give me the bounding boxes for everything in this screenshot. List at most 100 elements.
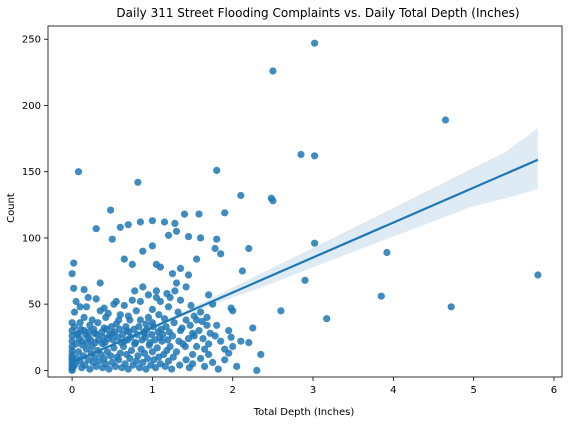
x-tick-label: 0: [69, 385, 75, 396]
data-point: [205, 350, 213, 359]
data-point: [197, 354, 205, 363]
data-point: [213, 166, 221, 174]
x-axis-label: Total Depth (Inches): [253, 407, 355, 418]
data-point: [70, 259, 78, 267]
data-point: [311, 239, 319, 247]
data-point: [124, 365, 132, 373]
x-tick-label: 3: [310, 385, 316, 396]
data-point: [135, 323, 143, 331]
data-point: [176, 296, 185, 304]
data-point: [225, 327, 233, 335]
data-point: [164, 357, 173, 365]
x-tick-label: 6: [551, 385, 557, 396]
data-point: [124, 312, 132, 320]
data-point: [172, 227, 181, 235]
data-point: [203, 313, 211, 321]
data-point: [323, 315, 331, 323]
data-point: [383, 248, 391, 257]
data-point: [237, 191, 245, 200]
data-point: [195, 327, 203, 335]
data-point: [141, 333, 149, 341]
data-point: [152, 287, 160, 295]
data-point: [120, 301, 128, 310]
data-point: [197, 308, 205, 316]
data-point: [127, 346, 136, 355]
data-point: [187, 301, 195, 310]
data-point: [144, 313, 152, 321]
data-point: [132, 307, 140, 315]
data-point: [165, 328, 173, 336]
data-point: [124, 221, 132, 229]
data-point: [184, 233, 193, 241]
data-point: [170, 319, 178, 327]
data-point: [233, 362, 241, 370]
data-point: [156, 263, 164, 271]
data-point: [301, 276, 309, 284]
data-point: [91, 353, 99, 361]
data-point: [144, 291, 152, 299]
x-tick-label: 2: [230, 385, 236, 396]
data-point: [142, 365, 150, 373]
data-point: [201, 362, 209, 370]
data-point: [121, 360, 129, 368]
data-point: [152, 364, 160, 372]
data-point: [115, 356, 123, 364]
data-point: [68, 337, 76, 345]
data-point: [92, 295, 100, 303]
data-point: [311, 152, 319, 160]
data-point: [189, 350, 197, 359]
y-tick-label: 100: [22, 233, 41, 244]
data-point: [136, 364, 144, 372]
data-point: [245, 339, 253, 347]
data-point: [111, 362, 120, 370]
data-point: [100, 304, 108, 312]
y-tick-label: 0: [35, 366, 41, 377]
data-point: [75, 335, 83, 343]
data-point: [126, 354, 134, 363]
data-point: [221, 356, 229, 364]
data-point: [107, 352, 115, 360]
data-point: [148, 217, 156, 225]
data-point: [80, 286, 88, 294]
data-point: [70, 284, 78, 292]
data-point: [107, 206, 115, 214]
data-point: [148, 319, 156, 327]
data-point: [189, 360, 197, 368]
data-point: [134, 178, 142, 186]
data-point: [172, 348, 181, 356]
data-point: [217, 337, 225, 345]
data-point: [176, 361, 184, 369]
data-point: [193, 342, 201, 351]
data-point: [211, 244, 219, 253]
data-point: [201, 345, 209, 353]
data-point: [182, 356, 190, 364]
data-point: [80, 313, 88, 321]
data-point: [166, 342, 174, 351]
data-point: [171, 287, 179, 295]
data-point: [86, 365, 94, 373]
x-axis-ticks: 0 1 2 3 4 5 6: [69, 377, 557, 396]
data-point: [115, 325, 124, 333]
data-point: [199, 335, 207, 343]
points-layer: [68, 39, 542, 374]
data-point: [92, 225, 100, 233]
data-point: [253, 366, 261, 374]
data-point: [184, 335, 193, 343]
data-point: [160, 218, 169, 226]
data-point: [277, 307, 285, 315]
data-point: [74, 168, 83, 176]
data-point: [105, 365, 113, 373]
y-tick-label: 200: [22, 101, 41, 112]
data-point: [90, 325, 98, 333]
data-point: [245, 244, 253, 253]
data-point: [136, 316, 144, 324]
data-point: [209, 358, 217, 366]
data-point: [94, 319, 102, 327]
data-point: [229, 307, 237, 315]
data-point: [88, 316, 96, 324]
data-point: [68, 270, 76, 278]
data-point: [229, 342, 237, 351]
y-tick-label: 50: [28, 300, 41, 311]
data-point: [77, 325, 85, 333]
